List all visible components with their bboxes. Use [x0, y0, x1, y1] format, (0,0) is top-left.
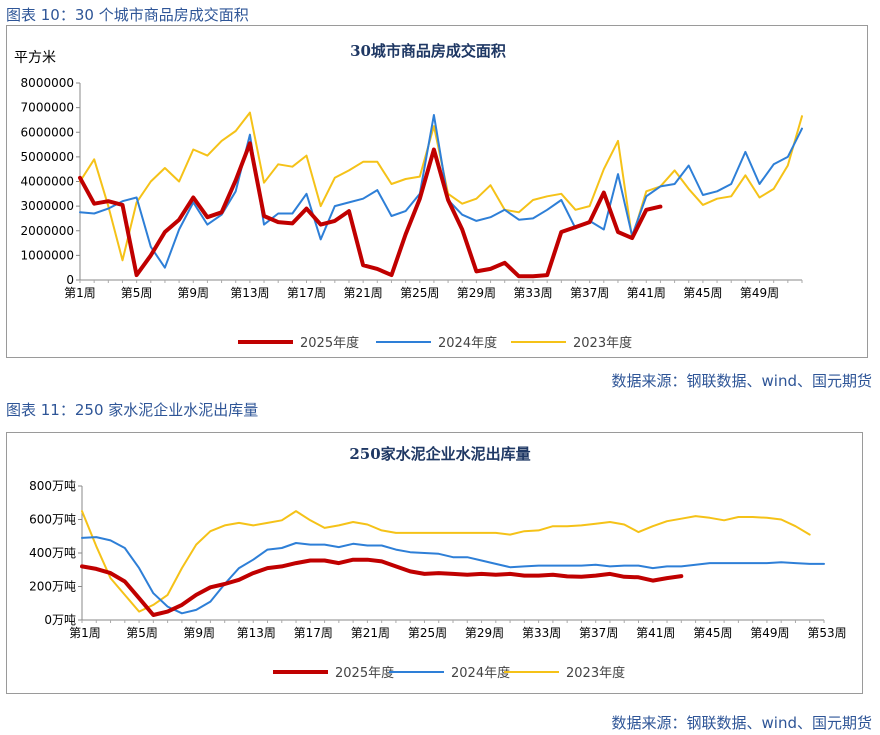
series-line-2024年度: [79, 114, 803, 269]
x-tick-label: 第37周: [579, 626, 618, 640]
legend-label: 2025年度: [300, 335, 359, 351]
chart1-frame: 30城市商品房成交面积 平方米 0 1000000 2000000 3000000 4000…: [6, 25, 868, 358]
x-tick-label: 第49周: [740, 286, 779, 300]
x-tick-label: 第25周: [408, 626, 447, 640]
x-tick-label: 第33周: [522, 626, 561, 640]
chart-title: 30城市商品房成交面积: [350, 42, 506, 60]
figure2-source: 数据来源：钢联数据、wind、国元期货: [611, 714, 872, 732]
legend-label: 2024年度: [438, 335, 497, 351]
figure2-caption: 图表 11：250 家水泥企业水泥出库量: [6, 401, 259, 419]
figure1-source: 数据来源：钢联数据、wind、国元期货: [611, 372, 872, 390]
chart2-frame: 250家水泥企业水泥出库量 0万吨 200万吨 400万吨 600万吨 800万吨第1周 第…: [6, 432, 863, 694]
x-tick-label: 第13周: [237, 626, 276, 640]
y-tick-label: 6000000: [21, 125, 74, 139]
chart-frame: [6, 25, 868, 358]
x-tick-label: 第41周: [636, 626, 675, 640]
legend-label: 2024年度: [451, 665, 510, 681]
y-tick-label: 0: [66, 273, 74, 287]
y-tick-label: 400万吨: [29, 546, 76, 560]
x-tick-label: 第13周: [230, 286, 269, 300]
legend-label: 2025年度: [335, 665, 394, 681]
y-tick-label: 3000000: [21, 199, 74, 213]
y-tick-label: 2000000: [21, 224, 74, 238]
series-line-2025年度: [80, 557, 684, 617]
y-tick-label: 5000000: [21, 150, 74, 164]
x-tick-label: 第37周: [570, 286, 609, 300]
y-tick-label: 8000000: [21, 76, 74, 90]
x-tick-label: 第49周: [750, 626, 789, 640]
x-tick-label: 第21周: [351, 626, 390, 640]
legend-label: 2023年度: [573, 335, 632, 351]
chart-title: 250家水泥企业水泥出库量: [349, 445, 530, 463]
y-tick-label: 200万吨: [29, 580, 76, 594]
x-tick-label: 第9周: [177, 286, 209, 300]
x-tick-label: 第5周: [121, 286, 153, 300]
y-tick-label: 4000000: [21, 175, 74, 189]
x-tick-label: 第21周: [343, 286, 382, 300]
x-tick-label: 第45周: [693, 626, 732, 640]
series-line-2025年度: [78, 141, 663, 279]
y-tick-label: 800万吨: [29, 479, 76, 493]
x-tick-label: 第1周: [69, 626, 101, 640]
x-tick-label: 第41周: [627, 286, 666, 300]
y-axis-label: 平方米: [14, 50, 56, 66]
x-tick-label: 第9周: [183, 626, 215, 640]
legend-label: 2023年度: [566, 665, 625, 681]
x-tick-label: 第33周: [513, 286, 552, 300]
series-line-2023年度: [81, 510, 811, 613]
x-tick-label: 第17周: [294, 626, 333, 640]
x-tick-label: 第45周: [683, 286, 722, 300]
chart1-svg: 30城市商品房成交面积 平方米 0 1000000 2000000 3000000 4000…: [6, 25, 868, 358]
y-tick-label: 600万吨: [29, 513, 76, 527]
y-tick-label: 0万吨: [44, 613, 76, 627]
x-tick-label: 第53周: [807, 626, 846, 640]
x-tick-label: 第5周: [126, 626, 158, 640]
x-tick-label: 第1周: [64, 286, 96, 300]
x-tick-label: 第29周: [465, 626, 504, 640]
x-tick-label: 第25周: [400, 286, 439, 300]
x-tick-label: 第17周: [287, 286, 326, 300]
y-tick-label: 7000000: [21, 101, 74, 115]
figure1-caption: 图表 10：30 个城市商品房成交面积: [6, 6, 249, 24]
y-tick-label: 1000000: [21, 248, 74, 262]
series-line-2024年度: [81, 536, 825, 615]
x-tick-label: 第29周: [457, 286, 496, 300]
